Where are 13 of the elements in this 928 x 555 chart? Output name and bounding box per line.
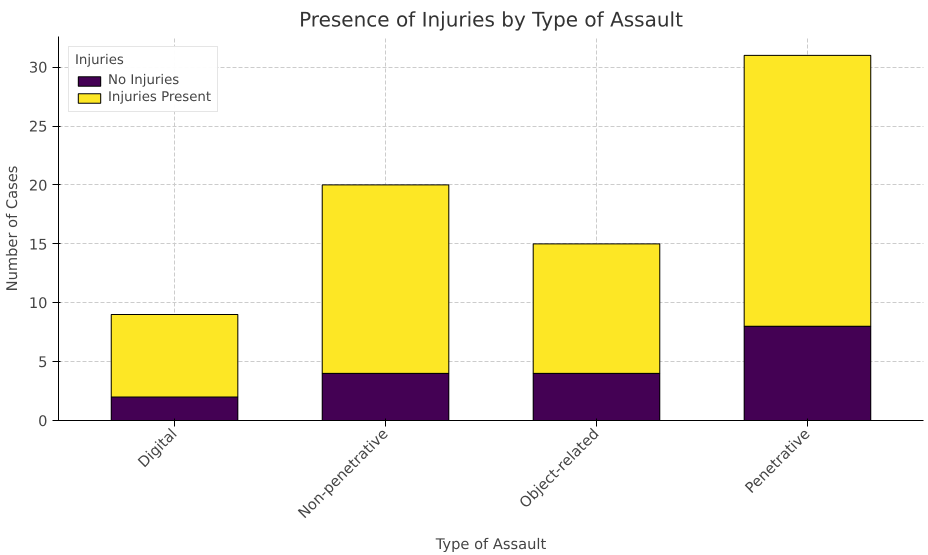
x-axis-title: Type of Assault xyxy=(434,536,546,553)
y-axis-title: Number of Cases xyxy=(4,166,21,292)
legend-label: Injuries Present xyxy=(108,90,212,105)
y-tick-label: 20 xyxy=(28,177,48,194)
y-tick-label: 30 xyxy=(28,60,48,77)
y-tick-label: 5 xyxy=(38,354,48,372)
y-tick-label: 25 xyxy=(28,118,48,136)
y-tick-label: 10 xyxy=(28,295,48,312)
chart-title: Presence of Injuries by Type of Assault xyxy=(299,8,684,32)
y-tick-label: 15 xyxy=(28,236,48,254)
y-tick-label: 0 xyxy=(38,413,48,430)
legend-title: Injuries xyxy=(75,53,125,68)
legend-label: No Injuries xyxy=(108,73,180,88)
